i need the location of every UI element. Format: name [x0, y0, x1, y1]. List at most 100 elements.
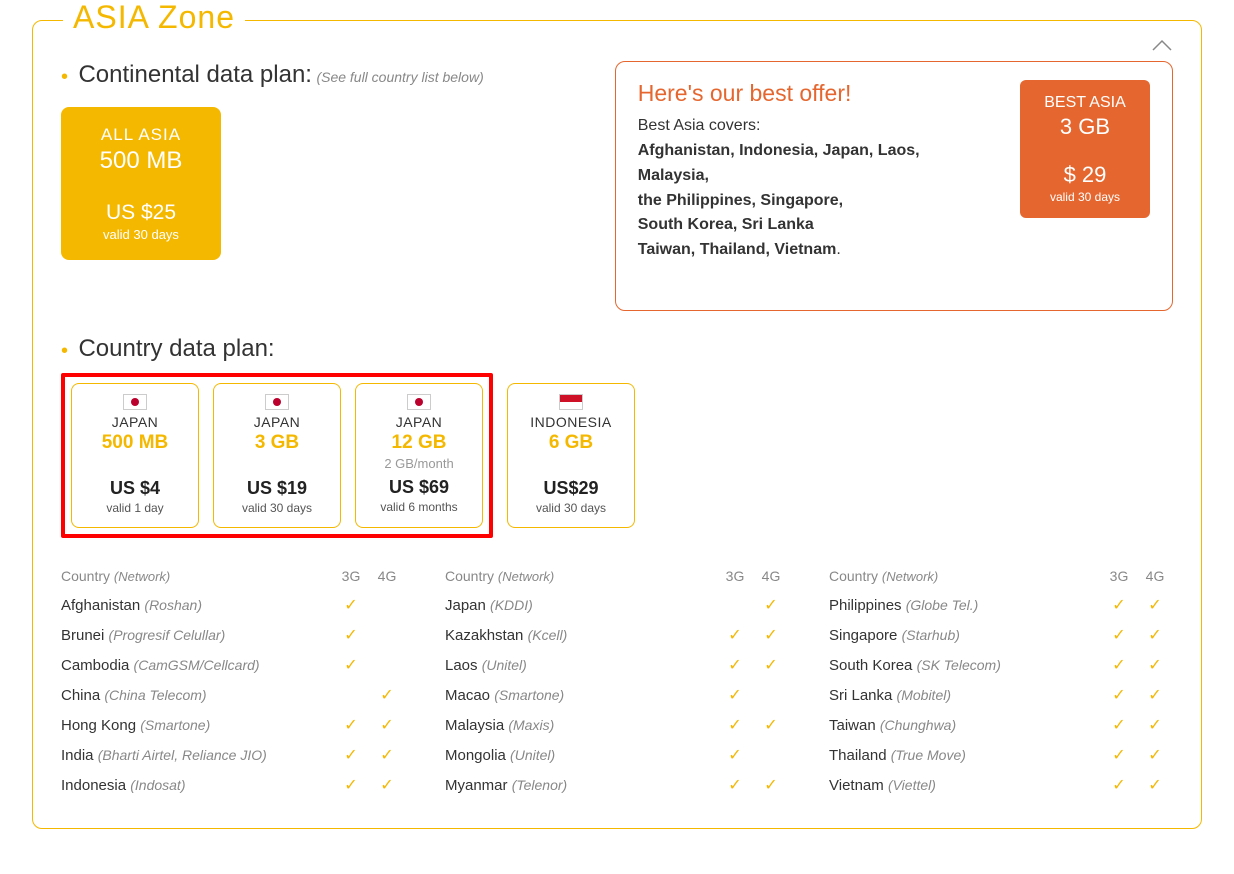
plan-card[interactable]: JAPAN12 GB2 GB/monthUS $69valid 6 months [355, 383, 483, 528]
panel-title: ASIA Zone [63, 0, 245, 36]
best-asia-validity: valid 30 days [1028, 190, 1142, 204]
coverage-network: (Chunghwa) [880, 717, 956, 733]
coverage-country: Cambodia (CamGSM/Cellcard) [61, 657, 333, 674]
all-asia-card[interactable]: ALL ASIA 500 MB US $25 valid 30 days [61, 107, 221, 260]
coverage-4g: ✓ [369, 745, 405, 765]
coverage-network: (Globe Tel.) [906, 597, 979, 613]
check-icon: ✓ [1148, 747, 1161, 764]
coverage-row: Sri Lanka (Mobitel)✓✓ [829, 680, 1173, 710]
check-icon: ✓ [1112, 747, 1125, 764]
coverage-country: India (Bharti Airtel, Reliance JIO) [61, 747, 333, 764]
coverage-header-3g: 3G [333, 568, 369, 584]
check-icon: ✓ [1112, 717, 1125, 734]
coverage-3g: ✓ [1101, 745, 1137, 765]
coverage-column: Country (Network)3G4GJapan (KDDI)✓Kazakh… [445, 568, 789, 800]
japan-highlight-box: JAPAN500 MBUS $4valid 1 dayJAPAN3 GBUS $… [61, 373, 493, 538]
coverage-header-4g: 4G [753, 568, 789, 584]
other-plans: INDONESIA6 GBUS$29valid 30 days [507, 373, 635, 528]
check-icon: ✓ [344, 777, 357, 794]
check-icon: ✓ [1112, 627, 1125, 644]
coverage-3g: ✓ [1101, 625, 1137, 645]
check-icon: ✓ [1148, 777, 1161, 794]
check-icon: ✓ [380, 747, 393, 764]
coverage-country: Brunei (Progresif Celullar) [61, 627, 333, 644]
coverage-country: Kazakhstan (Kcell) [445, 627, 717, 644]
plan-card[interactable]: JAPAN3 GBUS $19valid 30 days [213, 383, 341, 528]
check-icon: ✓ [764, 657, 777, 674]
best-offer-countries: Afghanistan, Indonesia, Japan, Laos, Mal… [638, 139, 1000, 263]
coverage-header: Country (Network)3G4G [445, 568, 789, 590]
coverage-header-3g: 3G [1101, 568, 1137, 584]
check-icon: ✓ [728, 717, 741, 734]
check-icon: ✓ [344, 717, 357, 734]
plan-card[interactable]: JAPAN500 MBUS $4valid 1 day [71, 383, 199, 528]
plan-card[interactable]: INDONESIA6 GBUS$29valid 30 days [507, 383, 635, 528]
coverage-header-country: Country (Network) [445, 568, 717, 584]
coverage-network: (Smartone) [494, 687, 564, 703]
plan-validity: valid 6 months [362, 500, 476, 514]
continental-title: Continental data plan: [78, 61, 312, 88]
coverage-country: Malaysia (Maxis) [445, 717, 717, 734]
coverage-country: Japan (KDDI) [445, 597, 717, 614]
coverage-row: South Korea (SK Telecom)✓✓ [829, 650, 1173, 680]
coverage-4g: ✓ [1137, 775, 1173, 795]
coverage-network: (China Telecom) [104, 687, 206, 703]
plan-data: 500 MB [78, 432, 192, 454]
all-asia-data: 500 MB [71, 147, 211, 175]
coverage-row: Vietnam (Viettel)✓✓ [829, 770, 1173, 800]
coverage-4g: ✓ [1137, 745, 1173, 765]
coverage-column: Country (Network)3G4G Afghanistan (Roshan… [61, 568, 405, 800]
check-icon: ✓ [344, 657, 357, 674]
coverage-row: Kazakhstan (Kcell)✓✓ [445, 620, 789, 650]
plan-country: JAPAN [220, 414, 334, 430]
continental-section: • Continental data plan: (See full count… [61, 61, 595, 311]
check-icon: ✓ [1112, 777, 1125, 794]
check-icon: ✓ [764, 777, 777, 794]
coverage-network: (Mobitel) [897, 687, 951, 703]
coverage-network: (True Move) [891, 747, 966, 763]
coverage-4g: ✓ [1137, 655, 1173, 675]
collapse-icon[interactable] [1151, 39, 1173, 58]
coverage-network: (Telenor) [512, 777, 568, 793]
coverage-row: Taiwan (Chunghwa)✓✓ [829, 710, 1173, 740]
plan-country: JAPAN [78, 414, 192, 430]
coverage-3g: ✓ [717, 745, 753, 765]
check-icon: ✓ [728, 747, 741, 764]
check-icon: ✓ [1112, 657, 1125, 674]
coverage-header-country: Country (Network) [61, 568, 333, 584]
best-asia-card[interactable]: BEST ASIA 3 GB $ 29 valid 30 days [1020, 80, 1150, 218]
coverage-4g: ✓ [1137, 715, 1173, 735]
check-icon: ✓ [344, 627, 357, 644]
coverage-header-4g: 4G [1137, 568, 1173, 584]
plan-price: US $4 [78, 478, 192, 499]
coverage-3g: ✓ [1101, 595, 1137, 615]
coverage-header-4g: 4G [369, 568, 405, 584]
coverage-country: Sri Lanka (Mobitel) [829, 687, 1101, 704]
coverage-row: Mongolia (Unitel)✓ [445, 740, 789, 770]
coverage-3g: ✓ [717, 625, 753, 645]
check-icon: ✓ [1148, 597, 1161, 614]
bullet-icon: • [61, 340, 68, 362]
best-asia-price: $ 29 [1028, 162, 1142, 188]
offer-countries-line: the Philippines, Singapore, [638, 189, 1000, 214]
best-offer-lead: Best Asia covers: [638, 117, 1000, 135]
coverage-country: Afghanistan (Roshan) [61, 597, 333, 614]
coverage-3g: ✓ [717, 775, 753, 795]
coverage-header-network: (Network) [114, 569, 170, 584]
coverage-country: China (China Telecom) [61, 687, 333, 704]
coverage-network: (Unitel) [510, 747, 555, 763]
coverage-header-country: Country (Network) [829, 568, 1101, 584]
coverage-header: Country (Network)3G4G [829, 568, 1173, 590]
plan-data: 12 GB [362, 432, 476, 454]
coverage-4g: ✓ [369, 775, 405, 795]
check-icon: ✓ [380, 687, 393, 704]
coverage-row: Malaysia (Maxis)✓✓ [445, 710, 789, 740]
check-icon: ✓ [1148, 687, 1161, 704]
coverage-3g: ✓ [333, 595, 369, 615]
flag-indonesia-icon [559, 394, 583, 410]
check-icon: ✓ [728, 687, 741, 704]
check-icon: ✓ [1148, 627, 1161, 644]
coverage-country: Philippines (Globe Tel.) [829, 597, 1101, 614]
continental-title-row: • Continental data plan: (See full count… [61, 61, 595, 89]
flag-japan-icon [265, 394, 289, 410]
